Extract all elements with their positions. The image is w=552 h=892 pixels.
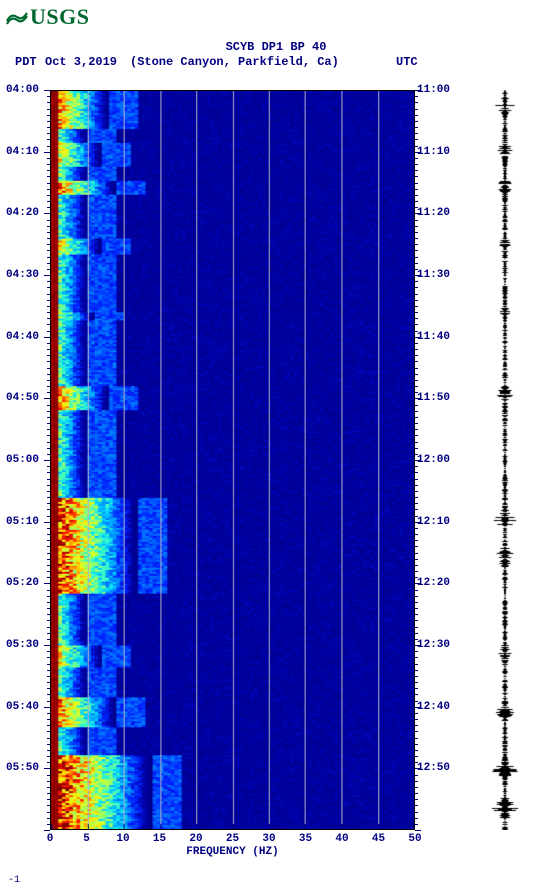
y-right-label: 12:10 — [417, 516, 450, 528]
footer-mark: -1 — [8, 875, 20, 886]
usgs-logo: USGS — [6, 4, 89, 30]
y-left-label: 05:30 — [6, 639, 39, 651]
y-left-label: 05:20 — [6, 577, 39, 589]
y-left-label: 04:10 — [6, 146, 39, 158]
y-left-label: 04:20 — [6, 207, 39, 219]
y-right-label: 11:30 — [417, 269, 450, 281]
y-left-label: 05:00 — [6, 454, 39, 466]
y-right-label: 12:30 — [417, 639, 450, 651]
y-left-label: 04:30 — [6, 269, 39, 281]
x-tick-label: 35 — [299, 833, 312, 845]
x-tick-label: 15 — [153, 833, 166, 845]
pdt-label: PDT — [15, 55, 37, 69]
x-tick-label: 10 — [116, 833, 129, 845]
usgs-logo-text: USGS — [30, 4, 89, 30]
spectrogram-chart — [50, 90, 415, 830]
y-right-label: 12:40 — [417, 701, 450, 713]
x-tick-label: 25 — [226, 833, 239, 845]
waveform-canvas — [490, 90, 520, 830]
y-left-label: 05:40 — [6, 701, 39, 713]
y-right-label: 12:50 — [417, 762, 450, 774]
y-right-label: 11:20 — [417, 207, 450, 219]
x-tick-label: 5 — [83, 833, 90, 845]
y-right-label: 12:00 — [417, 454, 450, 466]
y-left-label: 04:50 — [6, 392, 39, 404]
x-tick-label: 40 — [335, 833, 348, 845]
chart-title: SCYB DP1 BP 40 — [0, 40, 552, 54]
x-tick-label: 45 — [372, 833, 385, 845]
waveform-strip — [490, 90, 520, 830]
y-axis-right-labels: 11:0011:1011:2011:3011:4011:5012:0012:10… — [417, 90, 459, 830]
x-tick-label: 0 — [47, 833, 54, 845]
location-label: (Stone Canyon, Parkfield, Ca) — [130, 55, 339, 69]
x-tick-label: 20 — [189, 833, 202, 845]
y-right-label: 11:40 — [417, 331, 450, 343]
y-left-label: 04:00 — [6, 84, 39, 96]
x-tick-label: 50 — [408, 833, 421, 845]
y-right-label: 11:50 — [417, 392, 450, 404]
x-axis-title: FREQUENCY (HZ) — [50, 846, 415, 858]
y-axis-left-labels: 04:0004:1004:2004:3004:4004:5005:0005:10… — [6, 90, 48, 830]
y-right-label: 11:10 — [417, 146, 450, 158]
utc-label: UTC — [396, 55, 418, 69]
y-left-label: 05:10 — [6, 516, 39, 528]
y-left-label: 05:50 — [6, 762, 39, 774]
y-left-label: 04:40 — [6, 331, 39, 343]
y-right-label: 11:00 — [417, 84, 450, 96]
x-tick-label: 30 — [262, 833, 275, 845]
usgs-wave-icon — [6, 8, 28, 26]
spectrogram-canvas — [50, 90, 415, 830]
y-left-ticks — [44, 90, 50, 830]
y-right-ticks — [415, 90, 421, 830]
y-right-label: 12:20 — [417, 577, 450, 589]
date-label: Oct 3,2019 — [45, 55, 117, 69]
